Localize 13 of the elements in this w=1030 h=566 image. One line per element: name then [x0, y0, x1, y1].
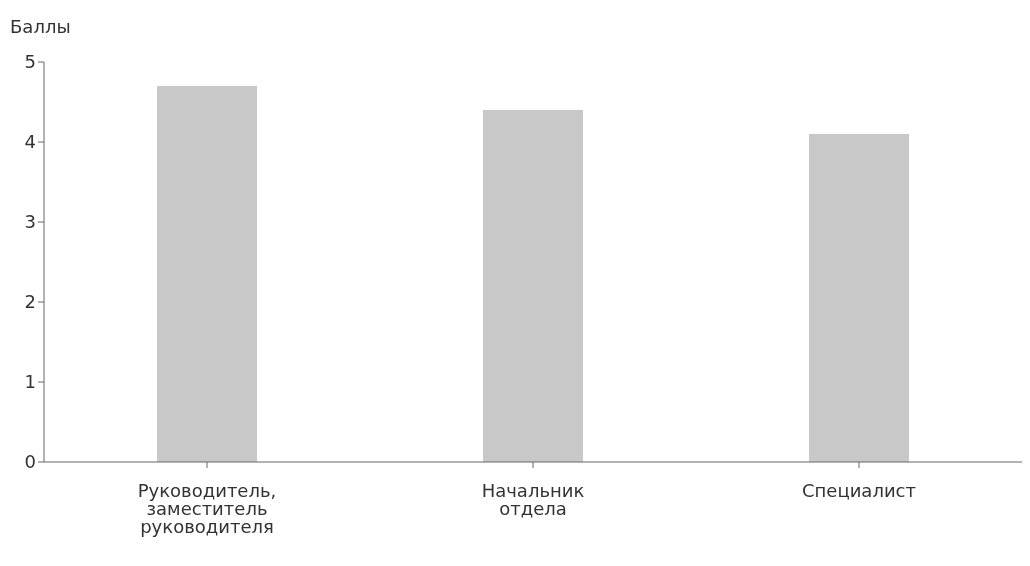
x-tick-label: Руководитель, заместитель руководителя	[137, 479, 277, 537]
x-tick-label: Начальник отдела	[481, 479, 585, 519]
x-tick-label: Специалист	[802, 479, 916, 501]
y-tick-label: 5	[24, 51, 36, 73]
y-axis-title: Баллы	[10, 16, 71, 37]
bar	[809, 134, 909, 462]
y-tick-label: 1	[24, 371, 36, 393]
y-tick-label: 0	[24, 451, 36, 473]
y-tick-label: 2	[24, 291, 36, 313]
y-tick-label: 3	[24, 211, 36, 233]
y-tick-label: 4	[24, 131, 36, 153]
bar	[157, 86, 257, 462]
bar	[483, 110, 583, 462]
